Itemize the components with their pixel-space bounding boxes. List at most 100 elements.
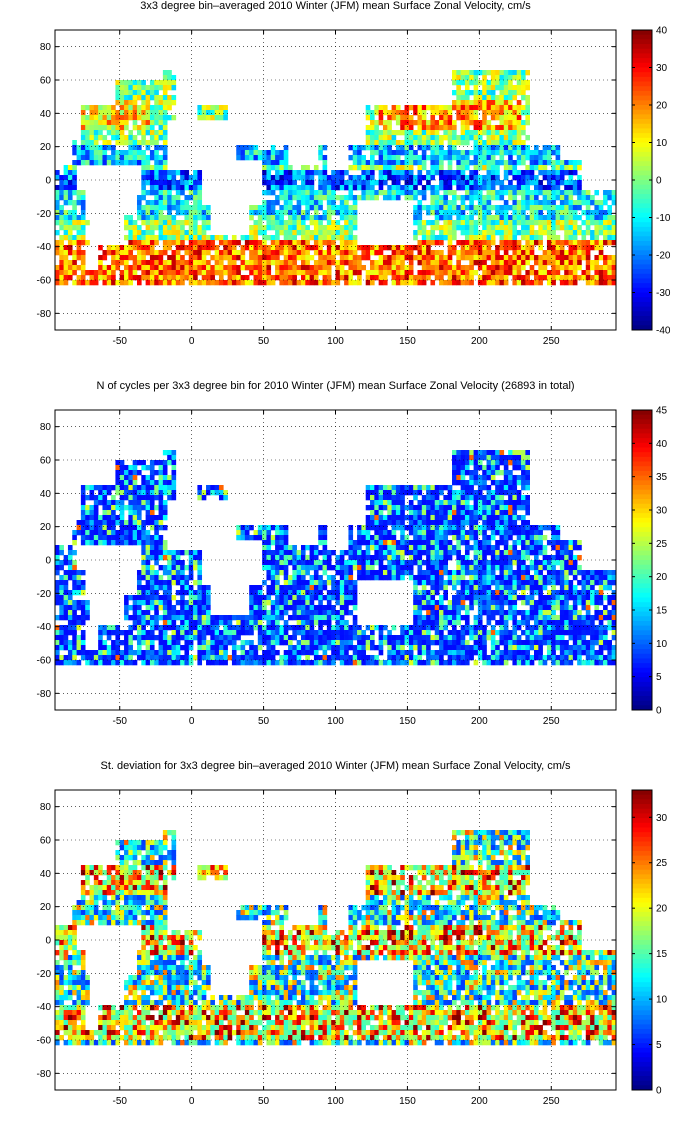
- heatmap-cell: [361, 575, 367, 581]
- heatmap-cell: [98, 145, 103, 151]
- heatmap-cell: [288, 575, 293, 581]
- heatmap-cell: [339, 605, 345, 611]
- heatmap-cell: [158, 550, 164, 556]
- heatmap-cell: [275, 260, 280, 266]
- heatmap-cell: [223, 630, 228, 636]
- heatmap-cell: [236, 630, 241, 636]
- heatmap-cell: [249, 600, 254, 606]
- heatmap-cell: [477, 70, 483, 76]
- heatmap-cell: [508, 85, 513, 91]
- heatmap-cell: [318, 240, 323, 246]
- heatmap-cell: [305, 275, 310, 281]
- heatmap-cell: [538, 240, 543, 246]
- heatmap-cell: [149, 575, 155, 581]
- heatmap-cell: [154, 140, 159, 146]
- heatmap-cell: [184, 200, 190, 206]
- heatmap-cell: [115, 125, 121, 131]
- heatmap-cell: [309, 255, 315, 261]
- heatmap-cell: [266, 530, 272, 536]
- heatmap-cell: [495, 150, 500, 156]
- heatmap-cell: [503, 120, 509, 126]
- heatmap-cell: [262, 270, 267, 276]
- heatmap-cell: [67, 655, 73, 661]
- heatmap-cell: [67, 165, 73, 171]
- heatmap-cell: [499, 235, 505, 241]
- heatmap-cell: [93, 150, 99, 156]
- heatmap-cell: [145, 560, 151, 566]
- heatmap-cell: [283, 185, 289, 191]
- heatmap-cell: [145, 125, 151, 131]
- heatmap-cell: [339, 175, 345, 181]
- heatmap-cell: [188, 275, 194, 281]
- heatmap-cell: [361, 170, 367, 176]
- heatmap-cell: [395, 265, 401, 271]
- heatmap-cell: [188, 660, 194, 666]
- heatmap-cell: [598, 270, 604, 276]
- heatmap-cell: [175, 570, 181, 576]
- heatmap-cell: [111, 625, 116, 631]
- heatmap-cell: [175, 200, 181, 206]
- heatmap-cell: [80, 160, 86, 166]
- heatmap-cell: [296, 195, 302, 201]
- heatmap-cell: [275, 215, 280, 221]
- heatmap-cell: [193, 205, 198, 211]
- heatmap-cell: [72, 600, 77, 606]
- heatmap-cell: [387, 175, 392, 181]
- heatmap-cell: [162, 645, 168, 651]
- heatmap-cell: [365, 170, 371, 176]
- heatmap-cell: [296, 240, 302, 246]
- heatmap-cell: [210, 615, 215, 621]
- heatmap-cell: [370, 520, 375, 526]
- heatmap-cell: [149, 490, 155, 496]
- heatmap-cell: [119, 490, 125, 496]
- heatmap-cell: [348, 640, 354, 646]
- heatmap-cell: [370, 510, 375, 516]
- heatmap-cell: [67, 175, 73, 181]
- heatmap-cell: [80, 250, 86, 256]
- heatmap-cell: [253, 600, 259, 606]
- heatmap-cell: [559, 220, 565, 226]
- heatmap-cell: [141, 140, 146, 146]
- heatmap-cell: [180, 270, 185, 276]
- heatmap-cell: [270, 200, 276, 206]
- heatmap-cell: [132, 520, 138, 526]
- heatmap-cell: [568, 195, 574, 201]
- heatmap-cell: [149, 280, 155, 286]
- heatmap-cell: [516, 280, 522, 286]
- heatmap-cell: [206, 600, 211, 606]
- heatmap-cell: [546, 280, 552, 286]
- heatmap-cell: [309, 645, 315, 651]
- heatmap-cell: [283, 550, 289, 556]
- heatmap-cell: [305, 640, 310, 646]
- heatmap-cell: [456, 85, 461, 91]
- heatmap-cell: [85, 655, 90, 661]
- heatmap-cell: [132, 460, 138, 466]
- heatmap-cell: [572, 205, 578, 211]
- heatmap-cell: [158, 205, 164, 211]
- heatmap-cell: [106, 110, 112, 116]
- heatmap-cell: [490, 70, 496, 76]
- heatmap-cell: [124, 470, 129, 476]
- heatmap-cell: [300, 180, 306, 186]
- heatmap-cell: [180, 615, 185, 621]
- heatmap-cell: [331, 650, 336, 656]
- heatmap-cell: [395, 145, 401, 151]
- heatmap-cell: [538, 220, 543, 226]
- heatmap-cell: [292, 630, 297, 636]
- heatmap-cell: [477, 175, 483, 181]
- heatmap-cell: [603, 280, 608, 286]
- heatmap-cell: [413, 185, 418, 191]
- heatmap-cell: [477, 205, 483, 211]
- heatmap-cell: [322, 240, 328, 246]
- heatmap-cell: [551, 280, 556, 286]
- colorbar-segment: [632, 194, 652, 200]
- heatmap-cell: [318, 565, 323, 571]
- heatmap-cell: [309, 185, 315, 191]
- heatmap-cell: [516, 260, 522, 266]
- heatmap-cell: [339, 260, 345, 266]
- heatmap-cell: [421, 125, 427, 131]
- heatmap-cell: [512, 215, 518, 221]
- heatmap-cell: [477, 260, 483, 266]
- heatmap-cell: [352, 185, 358, 191]
- heatmap-cell: [309, 215, 315, 221]
